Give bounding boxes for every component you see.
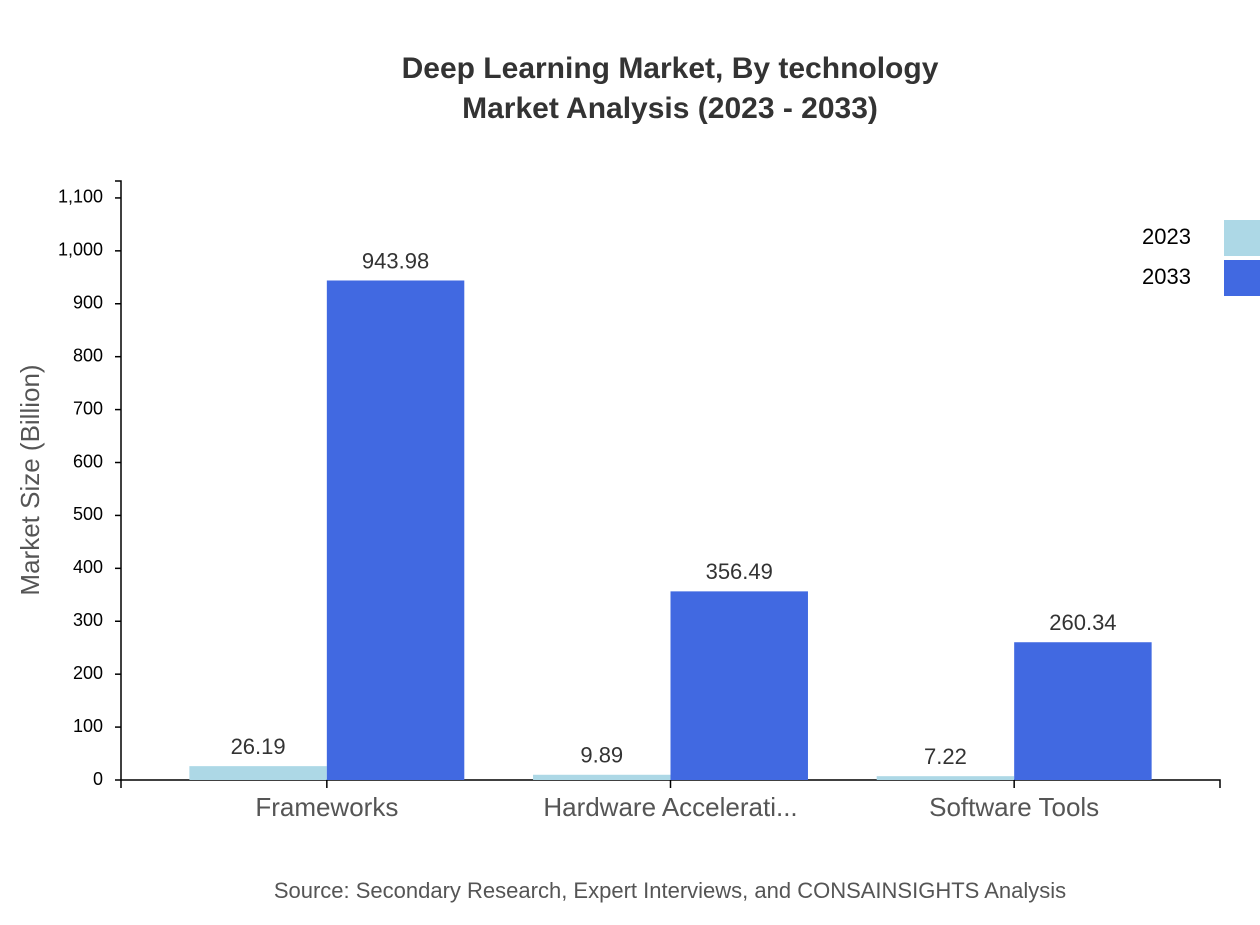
legend-label: 2023 (1142, 224, 1191, 249)
y-tick-label: 300 (73, 610, 103, 630)
x-tick-label: Software Tools (929, 792, 1099, 822)
y-tick-label: 0 (93, 769, 103, 789)
bar (876, 776, 1015, 780)
legend-swatch (1224, 260, 1260, 296)
bar (326, 280, 465, 780)
y-axis-line (115, 180, 122, 780)
y-tick-label: 600 (73, 451, 103, 471)
y-tick-label: 100 (73, 716, 103, 736)
y-tick-label: 400 (73, 557, 103, 577)
y-tick-label: 500 (73, 504, 103, 524)
value-label: 356.49 (706, 559, 773, 584)
y-tick-label: 800 (73, 345, 103, 365)
value-label: 26.19 (231, 734, 286, 759)
legend-swatch (1224, 220, 1260, 256)
value-label: 7.22 (924, 744, 967, 769)
y-tick-label: 700 (73, 398, 103, 418)
chart-title: Deep Learning Market, By technology (402, 52, 939, 85)
y-axis-title: Market Size (Billion) (15, 364, 45, 595)
y-tick-label: 900 (73, 293, 103, 313)
value-label: 943.98 (362, 248, 429, 273)
y-tick-label: 1,100 (58, 187, 103, 207)
bar (670, 591, 808, 780)
chart-subtitle: Market Analysis (2023 - 2033) (462, 92, 878, 125)
y-tick-label: 200 (73, 663, 103, 683)
value-label: 260.34 (1049, 610, 1116, 635)
source-note: Source: Secondary Research, Expert Inter… (274, 878, 1066, 903)
x-tick-label: Hardware Accelerati... (543, 792, 797, 822)
bar (533, 774, 671, 780)
value-label: 9.89 (580, 743, 623, 768)
bar (1014, 642, 1152, 780)
legend-label: 2033 (1142, 264, 1191, 289)
y-tick-label: 1,000 (58, 240, 103, 260)
bar (189, 766, 327, 780)
x-tick-label: Frameworks (255, 792, 398, 822)
